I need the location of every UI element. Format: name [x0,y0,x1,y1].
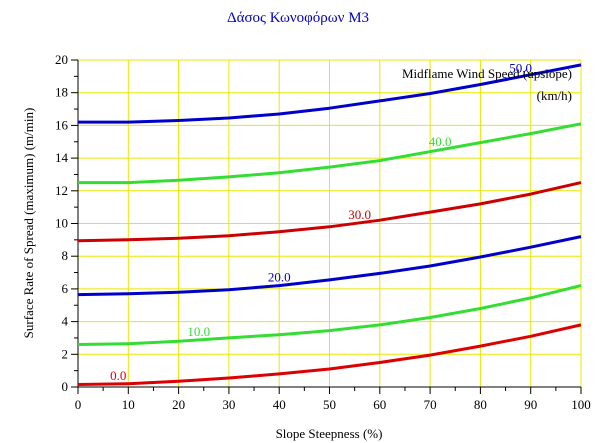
x-tick-label: 40 [273,397,286,412]
series-label: 0.0 [110,368,126,383]
series-label: 40.0 [429,134,452,149]
x-tick-label: 0 [75,397,82,412]
plot-area: 0 10 20 30 40 50 60 70 80 90 100 0 2 4 6 8 10 12 14 16 18 20 0… [55,52,591,412]
series-line [77,284,582,346]
y-tick-label: 4 [62,314,69,329]
series-label: 50.0 [509,61,532,76]
x-tick-label: 60 [373,397,386,412]
y-tick-label: 0 [62,379,69,394]
y-tick-label: 12 [55,183,68,198]
legend-title-line1: Midflame Wind Speed (upslope) [402,66,572,81]
x-tick-label: 50 [323,397,336,412]
x-axis-label: Slope Steepness (%) [276,426,383,441]
series-line [77,181,582,243]
y-tick-label: 14 [55,150,69,165]
y-tick-label: 10 [55,216,68,231]
x-tick-label: 100 [571,397,591,412]
x-tick-label: 90 [524,397,537,412]
y-tick-label: 6 [62,281,69,296]
y-axis-label: Surface Rate of Spread (maximum) (m/min) [21,108,36,339]
x-tick-label: 30 [222,397,235,412]
y-tick-label: 8 [62,248,69,263]
series-label: 30.0 [348,207,371,222]
x-tick-label: 20 [172,397,185,412]
series-line [77,235,582,297]
y-tick-label: 20 [55,52,68,67]
legend-title-line2: (km/h) [537,88,572,103]
y-tick-label: 16 [55,117,69,132]
y-tick-label: 18 [55,85,68,100]
series-line [78,122,582,185]
x-tick-label: 10 [122,397,135,412]
x-tick-label: 70 [424,397,437,412]
series-line [78,63,582,124]
series-label: 20.0 [268,270,291,285]
chart-title: Δάσος Κωνοφόρων Μ3 [227,10,369,26]
y-tick-label: 2 [62,346,69,361]
series-label: 10.0 [187,324,210,339]
x-tick-label: 80 [474,397,487,412]
series-line [77,323,582,386]
